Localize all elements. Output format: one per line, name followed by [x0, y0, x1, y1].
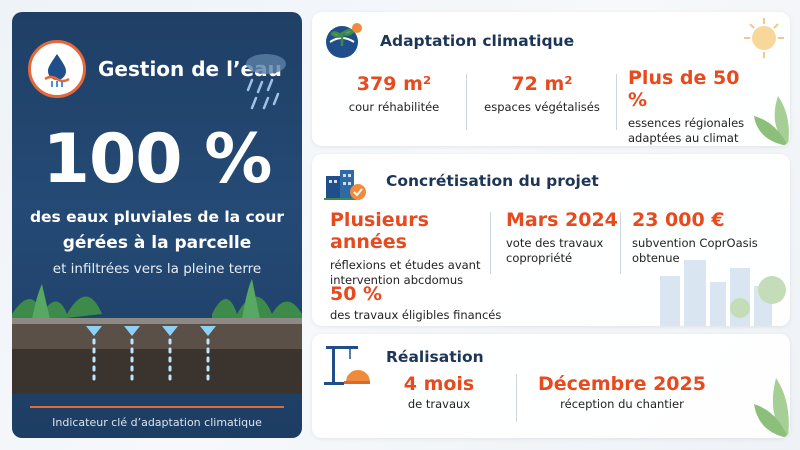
divider	[490, 212, 491, 274]
leaf-icon	[754, 96, 789, 146]
panel-line-2: gérées à la parcelle	[62, 233, 252, 253]
divider	[516, 374, 517, 422]
concretisation-card: Concrétisation du projet Plusieurs année…	[312, 154, 790, 326]
stat-label: subvention CoprOasis obtenue	[632, 235, 758, 265]
panel-line-1: des eaux pluviales de la cour	[29, 208, 285, 226]
main-percentage: 100 %	[42, 120, 273, 199]
city-skyline-illustration	[660, 260, 786, 326]
concretisation-title: Concrétisation du projet	[386, 172, 599, 190]
divider	[616, 74, 617, 130]
stat-vote-date: Mars 2024 vote des travaux copropriété	[506, 209, 621, 266]
stat-label: réflexions et études avant intervention …	[330, 257, 481, 287]
stat-label: cour réhabilitée	[348, 99, 440, 114]
stat-green-area: 72 m² espaces végétalisés	[472, 73, 612, 115]
water-drop-icon	[28, 40, 86, 98]
adaptation-title: Adaptation climatique	[380, 32, 575, 50]
stat-label: de travaux	[407, 396, 471, 411]
footer-divider	[30, 406, 284, 408]
stat-years: Plusieurs années réflexions et études av…	[330, 209, 490, 288]
stat-regional-species: Plus de 50 % essences régionales adaptée…	[628, 67, 758, 146]
adaptation-card: Adaptation climatique 379 m² cour réhabi…	[312, 12, 790, 146]
panel-line-3: et infiltrées vers la pleine terre	[52, 261, 262, 277]
infiltration-illustration	[12, 279, 302, 394]
stat-delivery: Décembre 2025 réception du chantier	[532, 373, 712, 412]
stat-value: 379 m²	[356, 73, 432, 95]
stat-value: 23 000 €	[632, 209, 725, 231]
rain-cloud-icon	[246, 54, 286, 110]
stat-value: Mars 2024	[506, 209, 618, 231]
globe-plant-icon	[326, 23, 362, 58]
stat-label: des travaux éligibles financés	[330, 307, 502, 322]
stat-label: essences régionales adaptées au climat f…	[628, 115, 745, 146]
stat-value: 72 m²	[511, 73, 573, 95]
realisation-title: Réalisation	[386, 348, 484, 366]
leaf-icon	[754, 378, 789, 438]
divider	[466, 74, 467, 130]
stat-value: Plus de 50 %	[628, 67, 740, 111]
stat-label: réception du chantier	[560, 396, 684, 411]
water-management-panel: Gestion de l’eau 100 % des eaux pluviale…	[12, 12, 302, 438]
stat-label: espaces végétalisés	[484, 99, 600, 114]
stat-value: 50 %	[330, 283, 383, 305]
realisation-card: Réalisation 4 mois de travaux Décembre 2…	[312, 334, 790, 438]
stat-court-area: 379 m² cour réhabilitée	[324, 73, 464, 115]
stat-financed: 50 % des travaux éligibles financés	[330, 283, 530, 323]
sun-icon	[744, 18, 784, 58]
stat-value: Décembre 2025	[538, 373, 706, 395]
divider	[620, 212, 621, 274]
stat-duration: 4 mois de travaux	[364, 373, 514, 412]
stat-value: Plusieurs années	[330, 209, 429, 253]
stat-value: 4 mois	[403, 373, 475, 395]
panel-footer: Indicateur clé d’adaptation climatique	[52, 416, 262, 429]
crane-helmet-icon	[324, 346, 370, 385]
buildings-check-icon	[324, 170, 366, 200]
stat-label: vote des travaux copropriété	[506, 235, 604, 265]
stat-subsidy: 23 000 € subvention CoprOasis obtenue	[632, 209, 772, 266]
